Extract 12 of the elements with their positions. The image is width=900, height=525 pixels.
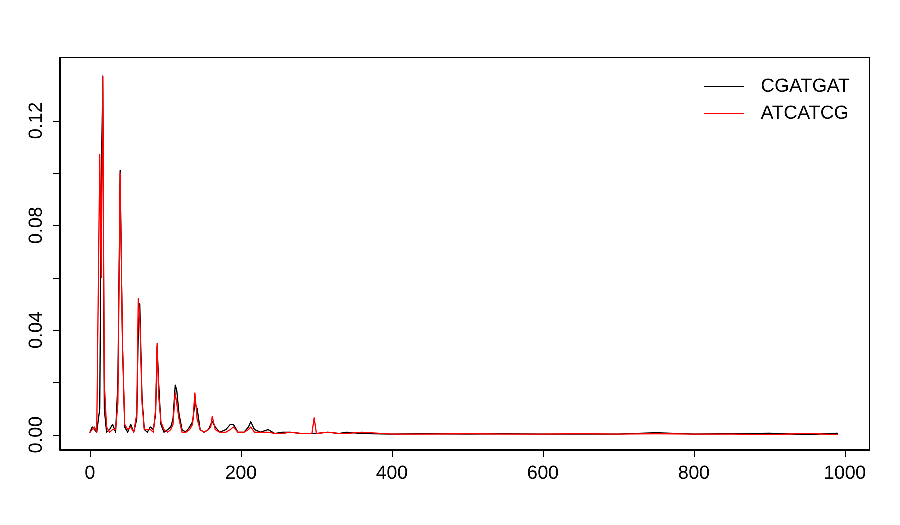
x-tick-label: 0	[84, 463, 96, 484]
legend-label: ATCATCG	[760, 103, 849, 124]
legend-label: CGATGAT	[760, 76, 850, 97]
y-tick-label: 0.00	[26, 416, 47, 454]
x-tick-label: 400	[376, 463, 408, 484]
x-tick-label: 200	[225, 463, 258, 484]
x-tick-label: 600	[527, 463, 559, 484]
y-tick-label: 0.04	[26, 311, 47, 349]
y-tick-label: 0.08	[26, 207, 47, 244]
y-tick-label: 0.12	[26, 102, 47, 140]
x-tick-label: 800	[678, 463, 710, 484]
x-tick-label: 1000	[824, 463, 866, 484]
